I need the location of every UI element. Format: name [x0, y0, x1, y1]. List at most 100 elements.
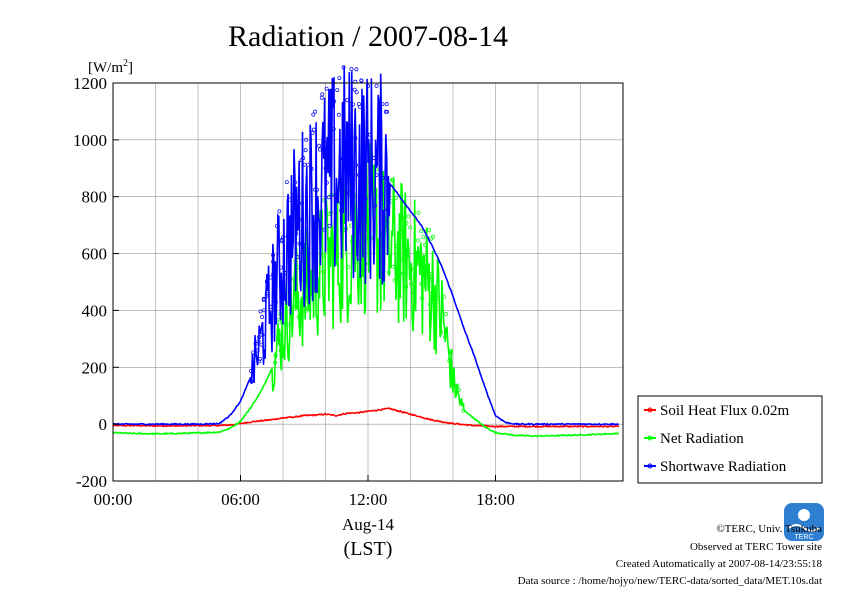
series-point — [271, 272, 276, 276]
series-point — [363, 196, 368, 201]
series-point — [288, 197, 292, 202]
series-point — [431, 234, 435, 239]
series-point — [281, 235, 286, 240]
series-point — [455, 383, 460, 388]
series-point — [300, 201, 305, 206]
series-point — [441, 294, 446, 299]
series-point — [259, 328, 264, 333]
series-point — [339, 208, 344, 213]
y-tick-label: 200 — [82, 358, 108, 377]
y-axis-unit-superscript: 2 — [123, 58, 128, 69]
series-point — [285, 234, 290, 239]
series-point — [354, 90, 359, 95]
series-point — [285, 322, 290, 327]
series-point — [301, 156, 306, 161]
series-point — [268, 275, 273, 280]
series-point — [278, 348, 283, 353]
x-axis-date-label: Aug-14 — [342, 515, 394, 534]
terc-logo-sun — [798, 509, 810, 521]
series-point — [306, 162, 311, 167]
series-point — [256, 339, 261, 344]
series-point — [277, 320, 282, 325]
series-point — [374, 83, 379, 88]
series-point — [391, 264, 396, 269]
series-point — [313, 187, 318, 192]
series-point — [306, 305, 310, 310]
series-point — [261, 296, 266, 301]
series-point — [345, 98, 350, 103]
created-at-text: Created Automatically at 2007-08-14/23:5… — [616, 558, 823, 570]
series-point — [322, 227, 327, 232]
y-tick-label: 400 — [82, 301, 108, 320]
series-point — [415, 238, 420, 243]
series-point — [456, 387, 461, 392]
series-point — [439, 330, 444, 335]
x-tick-label: 06:00 — [221, 490, 260, 509]
series-point — [412, 290, 417, 295]
y-axis-unit-close: ] — [128, 60, 133, 76]
series-point — [251, 350, 256, 355]
legend-label: Shortwave Radiation — [660, 459, 787, 475]
series-point — [253, 341, 258, 346]
copyright-text: ©TERC, Univ. Tsukuba — [716, 523, 822, 535]
series-point — [287, 243, 292, 248]
series-point — [350, 202, 355, 207]
series-point — [362, 191, 367, 196]
series-point — [451, 369, 456, 374]
series-point — [336, 112, 341, 117]
series-point — [353, 135, 358, 140]
series-point — [319, 95, 324, 100]
series-point — [357, 172, 361, 177]
series-point — [420, 296, 425, 301]
y-axis-unit-main: [W/m — [88, 60, 123, 76]
series-point — [398, 271, 403, 276]
series-point — [379, 191, 384, 196]
series-point — [359, 78, 364, 83]
legend-marker — [647, 407, 653, 413]
series-point — [313, 109, 318, 114]
series-point — [340, 156, 345, 161]
y-tick-label: 0 — [99, 415, 108, 434]
series-point — [428, 302, 432, 307]
series-point — [257, 335, 262, 340]
series-point — [447, 358, 452, 363]
series-point — [381, 212, 386, 216]
series-point — [303, 309, 308, 314]
series-point — [331, 127, 336, 132]
series-point — [429, 236, 434, 241]
series-soil-heat-flux-0-02m — [112, 407, 620, 429]
series-point — [273, 353, 278, 358]
series-point — [327, 223, 332, 228]
series-point — [264, 291, 269, 296]
series-point — [295, 255, 300, 259]
series-point — [294, 231, 299, 236]
series-point — [406, 214, 411, 219]
series-point — [333, 193, 338, 198]
series-point — [451, 383, 456, 387]
series-point — [394, 195, 399, 200]
series-point — [409, 266, 414, 271]
series-point — [419, 229, 424, 234]
series-point — [293, 180, 298, 185]
series-point — [404, 220, 409, 225]
terc-logo-wave — [788, 524, 820, 532]
series-point — [320, 92, 325, 97]
series-point — [408, 225, 413, 230]
series-point — [449, 350, 454, 355]
x-axis-label: (LST) — [344, 538, 393, 560]
x-ticks: 00:00 06:00 12:00 18:00 — [94, 475, 515, 509]
series-point — [249, 369, 254, 373]
series-point — [264, 293, 269, 298]
series-point — [283, 271, 288, 275]
series-point — [279, 239, 284, 244]
series-point — [385, 109, 390, 114]
series-point — [368, 157, 373, 162]
series-point — [324, 180, 329, 185]
series-point — [277, 209, 282, 214]
series-point — [327, 195, 331, 200]
series-point — [398, 257, 403, 262]
y-ticks: -200 0 200 400 600 800 1000 1200 — [73, 74, 119, 491]
series-point — [410, 285, 415, 290]
series-point — [348, 102, 353, 106]
series-point — [384, 102, 389, 107]
